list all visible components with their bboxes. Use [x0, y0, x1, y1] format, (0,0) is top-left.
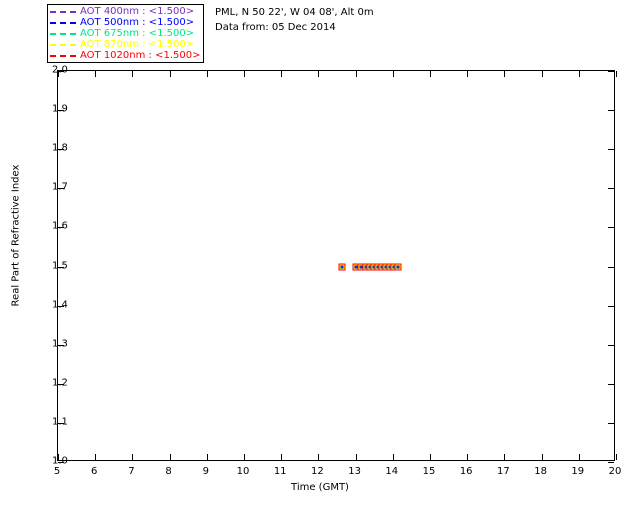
legend-line-swatch-icon: [50, 21, 76, 24]
site-location-line: PML, N 50 22', W 04 08', Alt 0m: [215, 7, 374, 18]
x-axis-tick: [392, 71, 394, 77]
x-axis-tick: [244, 454, 245, 460]
x-axis-title: Time (GMT): [291, 482, 349, 493]
y-axis-tick: [58, 71, 64, 72]
x-axis-tick: [430, 71, 431, 77]
data-date-line: Data from: 05 Dec 2014: [215, 22, 336, 33]
legend-item: AOT 400nm : <1.500>: [50, 6, 200, 17]
x-axis-tick-label: 14: [385, 466, 399, 477]
x-axis-tick: [169, 71, 171, 77]
x-axis-tick: [132, 454, 134, 460]
y-axis-tick: [608, 110, 614, 112]
y-axis-tick: [608, 422, 614, 424]
x-axis-tick: [578, 71, 580, 77]
data-point-marker: [338, 263, 346, 270]
x-axis-tick: [281, 71, 283, 77]
y-axis-tick: [608, 71, 614, 72]
x-axis-tick: [430, 454, 431, 460]
legend-item: AOT 675nm : <1.500>: [50, 28, 200, 39]
x-axis-tick-label: 17: [497, 466, 510, 477]
x-axis-tick: [95, 454, 97, 460]
x-axis-tick: [169, 454, 171, 460]
y-axis-tick: [58, 266, 64, 268]
x-axis-tick-label: 11: [273, 466, 287, 477]
y-axis-tick: [58, 149, 64, 151]
y-axis-tick: [608, 149, 614, 151]
x-axis-tick-label: 19: [571, 466, 585, 477]
y-axis-tick: [58, 344, 64, 346]
y-axis-tick: [58, 110, 64, 112]
legend-line-swatch-icon: [50, 43, 76, 46]
y-axis-tick: [608, 344, 614, 346]
x-axis-tick: [467, 454, 469, 460]
x-axis-tick-label: 5: [53, 466, 61, 477]
x-axis-tick-label: 10: [236, 466, 250, 477]
y-axis-title: Real Part of Refractive Index: [10, 164, 22, 307]
x-axis-tick: [616, 71, 617, 77]
x-axis-tick: [541, 71, 543, 77]
x-axis-tick: [95, 71, 97, 77]
x-axis-tick: [58, 71, 59, 77]
x-axis-tick: [467, 71, 469, 77]
y-axis-tick: [608, 383, 614, 385]
y-axis-tick: [58, 422, 64, 424]
x-axis-tick: [58, 454, 59, 460]
data-point-marker: [394, 263, 402, 270]
legend-item: AOT 1020nm : <1.500>: [50, 50, 200, 61]
legend-item-label: AOT 870nm : <1.500>: [80, 39, 195, 50]
legend-item-label: AOT 500nm : <1.500>: [80, 17, 195, 28]
x-axis-tick: [355, 71, 357, 77]
x-axis-tick: [541, 454, 543, 460]
x-axis-tick-label: 15: [422, 466, 436, 477]
chart-header: PML, N 50 22', W 04 08', Alt 0m Data fro…: [215, 5, 374, 35]
x-axis-tick: [206, 454, 208, 460]
legend-item-label: AOT 400nm : <1.500>: [80, 6, 195, 17]
y-axis-tick: [58, 383, 64, 385]
x-axis-tick-label: 6: [91, 466, 98, 477]
y-axis-tick: [608, 305, 614, 307]
y-axis-tick: [608, 462, 614, 463]
y-axis-tick: [58, 188, 64, 190]
legend-line-swatch-icon: [50, 54, 76, 57]
x-axis-tick: [504, 71, 506, 77]
legend-line-swatch-icon: [50, 10, 76, 13]
y-axis-tick: [58, 462, 64, 463]
legend-item-label: AOT 1020nm : <1.500>: [80, 50, 201, 61]
x-axis-tick: [578, 454, 580, 460]
x-axis-tick-label: 20: [608, 466, 622, 477]
legend-item: AOT 500nm : <1.500>: [50, 17, 200, 28]
legend: AOT 400nm : <1.500> AOT 500nm : <1.500> …: [47, 4, 205, 63]
plot-area: [58, 71, 614, 460]
y-axis-tick: [58, 227, 64, 229]
y-axis-tick: [58, 305, 64, 307]
x-axis-tick-label: 18: [534, 466, 547, 477]
x-axis-tick: [318, 71, 320, 77]
x-axis-tick: [281, 454, 283, 460]
x-axis-tick: [392, 454, 394, 460]
x-axis-tick-label: 16: [459, 466, 473, 477]
legend-item-label: AOT 675nm : <1.500>: [80, 28, 195, 39]
x-axis-tick: [504, 454, 506, 460]
legend-line-swatch-icon: [50, 32, 76, 35]
y-axis-tick: [608, 266, 614, 268]
x-axis-tick: [206, 71, 208, 77]
x-axis-tick-label: 12: [311, 466, 324, 477]
x-axis-tick: [616, 454, 617, 460]
x-axis-tick: [132, 71, 134, 77]
y-axis-tick: [608, 227, 614, 229]
x-axis-tick: [244, 71, 245, 77]
plot-frame: [57, 70, 617, 463]
x-axis-tick-label: 7: [128, 466, 135, 477]
x-axis-tick: [318, 454, 320, 460]
x-axis-tick-label: 8: [165, 466, 172, 477]
x-axis-tick: [355, 454, 357, 460]
x-axis-tick-label: 9: [202, 466, 209, 477]
legend-item: AOT 870nm : <1.500>: [50, 39, 200, 50]
y-axis-tick: [608, 188, 614, 190]
x-axis-tick-label: 13: [348, 466, 361, 477]
